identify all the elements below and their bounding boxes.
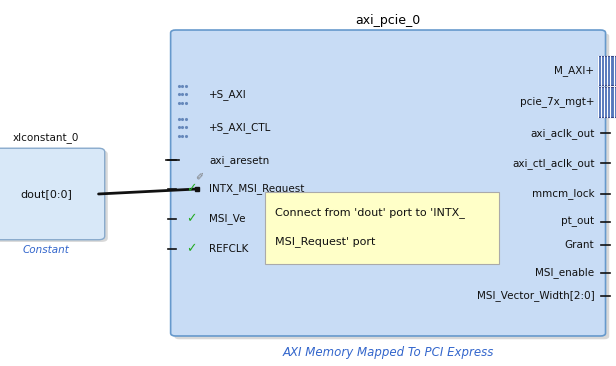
Text: ✓: ✓ — [185, 183, 197, 195]
FancyBboxPatch shape — [265, 192, 499, 264]
Text: +S_AXI_CTL: +S_AXI_CTL — [209, 122, 272, 133]
Text: axi_pcie_0: axi_pcie_0 — [355, 14, 421, 27]
Text: axi_ctl_aclk_out: axi_ctl_aclk_out — [512, 158, 594, 169]
Text: pt_out: pt_out — [561, 217, 594, 227]
Text: REFCLK: REFCLK — [209, 244, 249, 254]
Text: Grant: Grant — [565, 239, 594, 250]
Text: MSI_Request' port: MSI_Request' port — [275, 236, 376, 247]
FancyBboxPatch shape — [0, 148, 105, 240]
Text: MSI_Vector_Width[2:0]: MSI_Vector_Width[2:0] — [477, 290, 594, 301]
Text: ✓: ✓ — [185, 243, 197, 255]
Text: +S_AXI: +S_AXI — [209, 89, 247, 100]
Text: INTX_MSI_Request: INTX_MSI_Request — [209, 184, 305, 194]
Text: Constant: Constant — [23, 245, 70, 255]
FancyBboxPatch shape — [174, 33, 609, 339]
FancyBboxPatch shape — [171, 30, 606, 336]
Text: mmcm_lock: mmcm_lock — [532, 188, 594, 199]
Text: AXI Memory Mapped To PCI Express: AXI Memory Mapped To PCI Express — [282, 346, 494, 359]
Text: dout[0:0]: dout[0:0] — [20, 189, 72, 199]
Text: pcie_7x_mgt+: pcie_7x_mgt+ — [520, 97, 594, 107]
Bar — [598, 87, 616, 117]
Text: axi_aresetn: axi_aresetn — [209, 155, 270, 166]
Text: Connect from 'dout' port to 'INTX_: Connect from 'dout' port to 'INTX_ — [275, 208, 465, 219]
Text: ✐: ✐ — [195, 171, 203, 181]
FancyBboxPatch shape — [0, 150, 108, 242]
Bar — [598, 56, 616, 85]
Text: ✓: ✓ — [185, 213, 197, 225]
Text: MSI_enable: MSI_enable — [535, 268, 594, 279]
Text: xlconstant_0: xlconstant_0 — [13, 132, 79, 143]
Text: MSI_Ve: MSI_Ve — [209, 214, 246, 224]
Text: M_AXI+: M_AXI+ — [554, 65, 594, 76]
Text: axi_aclk_out: axi_aclk_out — [530, 128, 594, 139]
